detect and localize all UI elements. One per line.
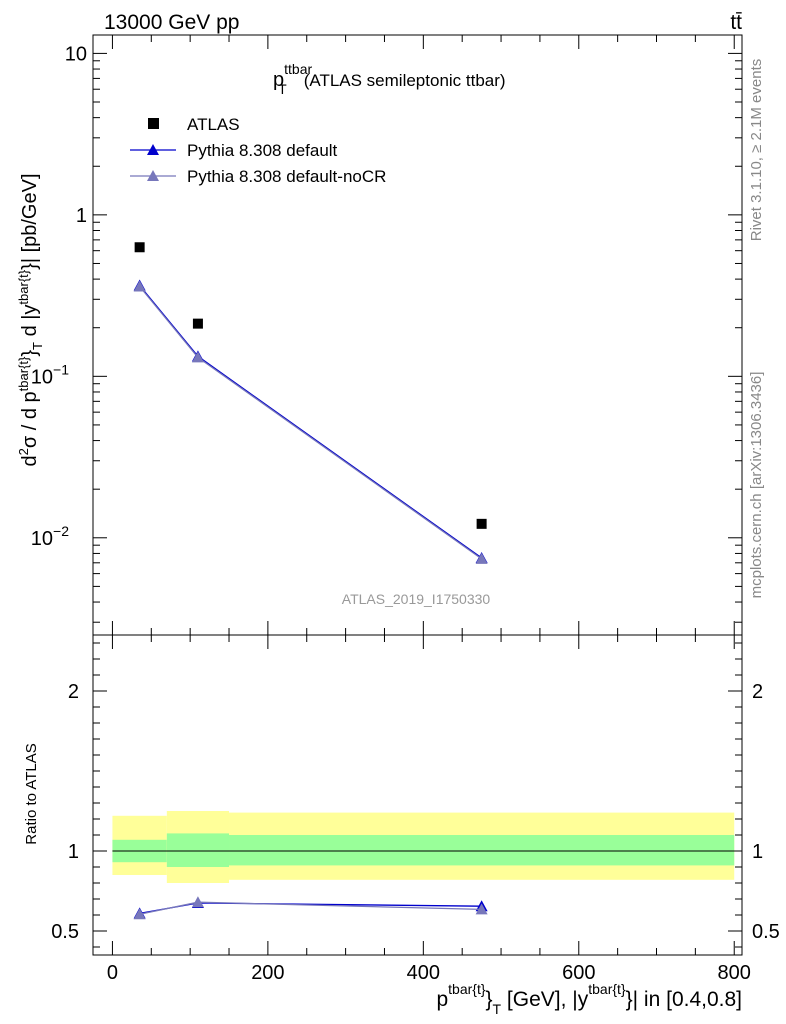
plot-title: pttbar T (ATLAS semileptonic ttbar) [273, 61, 506, 97]
x-tick-label: 0 [107, 962, 118, 984]
rivet-label: Rivet 3.1.10, ≥ 2.1M events [748, 59, 765, 242]
energy-label: 13000 GeV pp [104, 11, 239, 34]
main-y-axis-label: d2σ / d ptbar{t}}T d |ytbar{t}}| [pb/GeV… [16, 173, 45, 466]
mcplots-label: mcplots.cern.ch [arXiv:1306.3436] [748, 372, 765, 599]
main-panel: 10 1 10−1 10−2 d2σ / d ptbar{t}}T d |ytbar{… [16, 34, 743, 636]
ratio-frame [92, 634, 743, 956]
data-point-atlas [134, 242, 145, 253]
x-axis-label: ptbar{t}}T [GeV], |ytbar{t}}| in [0.4,0.… [436, 981, 742, 1017]
legend-label: Pythia 8.308 default-noCR [187, 167, 386, 186]
ratio-y-tick-label-right: 2 [752, 681, 763, 703]
legend-marker [148, 118, 159, 129]
analysis-watermark: ATLAS_2019_I1750330 [342, 591, 491, 607]
ratio-panel: 0.5 0.5 1 1 2 2 0 200 400 600 800 Ratio to ATLAS p… [23, 634, 780, 1017]
series-line [139, 286, 482, 560]
data-point-pythia [475, 552, 488, 564]
ratio-data-point [133, 908, 146, 920]
x-tick-label: 600 [562, 962, 595, 984]
ratio-y-axis-label: Ratio to ATLAS [23, 743, 40, 844]
x-tick-label: 200 [251, 962, 284, 984]
legend-label: Pythia 8.308 default [187, 141, 338, 160]
data-point-atlas [192, 318, 203, 329]
y-tick-label: 10 [65, 43, 87, 65]
legend-marker [147, 144, 159, 155]
process-label: tt̄ [730, 11, 742, 34]
x-tick-label: 400 [407, 962, 440, 984]
ratio-y-tick-label-right: 1 [752, 841, 763, 863]
ratio-y-tick-label: 0.5 [51, 921, 79, 943]
ratio-data-point [191, 896, 204, 908]
y-tick-label: 10−2 [31, 523, 69, 550]
data-point-pythia [191, 351, 204, 363]
data-point-atlas [476, 518, 487, 529]
series-line [139, 285, 482, 559]
y-tick-label: 1 [76, 205, 87, 227]
uncertainty-band-inner [166, 833, 230, 867]
ratio-y-tick-label-right: 0.5 [752, 921, 780, 943]
ratio-data-point [475, 903, 488, 915]
legend-label: ATLAS [187, 115, 240, 134]
uncertainty-band-inner [229, 835, 735, 866]
legend: ATLAS Pythia 8.308 default Pythia 8.308 de… [130, 115, 386, 186]
ratio-y-tick-label: 2 [68, 681, 79, 703]
legend-marker [147, 170, 159, 181]
y-tick-label: 10−1 [31, 361, 69, 388]
ratio-y-tick-label: 1 [68, 841, 79, 863]
x-tick-label: 800 [718, 962, 751, 984]
data-point-pythia [133, 280, 146, 292]
